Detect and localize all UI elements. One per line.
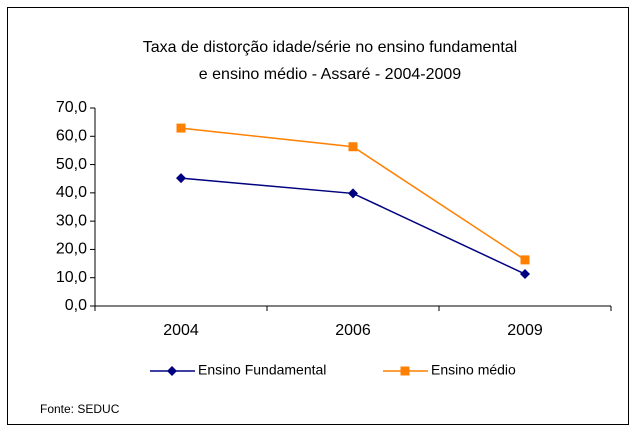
x-tick-label: 2004 xyxy=(163,322,199,339)
marker xyxy=(176,173,186,184)
marker xyxy=(176,123,186,133)
marker xyxy=(400,366,410,376)
y-tick-label: 70,0 xyxy=(56,99,87,116)
y-tick-label: 50,0 xyxy=(56,156,87,173)
marker xyxy=(520,255,530,265)
y-tick-label: 0,0 xyxy=(65,297,87,314)
y-tick-label: 40,0 xyxy=(56,184,87,201)
legend-label: Ensino médio xyxy=(431,362,516,378)
y-tick-label: 30,0 xyxy=(56,212,87,229)
chart-border xyxy=(7,7,629,425)
y-tick-label: 10,0 xyxy=(56,269,87,286)
x-tick-label: 2009 xyxy=(507,322,543,339)
y-tick-label: 20,0 xyxy=(56,241,87,258)
marker xyxy=(348,142,358,152)
legend-label: Ensino Fundamental xyxy=(198,362,326,378)
source-note: Fonte: SEDUC xyxy=(40,402,120,416)
marker xyxy=(520,269,530,280)
chart-title: Taxa de distorção idade/série no ensino … xyxy=(143,39,517,56)
x-tick-label: 2006 xyxy=(335,322,371,339)
chart-title: e ensino médio - Assaré - 2004-2009 xyxy=(199,66,461,83)
marker xyxy=(348,188,358,199)
marker xyxy=(167,366,177,376)
y-tick-label: 60,0 xyxy=(56,128,87,145)
